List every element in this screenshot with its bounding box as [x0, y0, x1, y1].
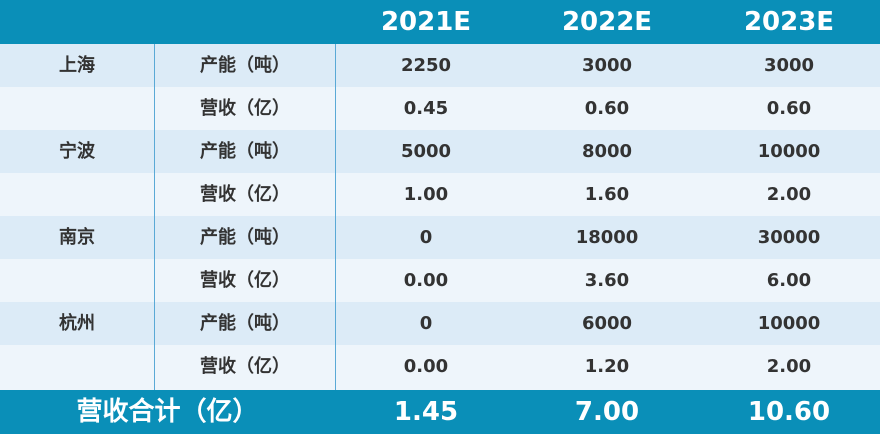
metric-cell: 营收（亿）: [200, 98, 290, 119]
value-cell: 3.60: [584, 270, 630, 291]
metric-cell: 营收（亿）: [200, 184, 290, 205]
city-cell: 杭州: [59, 313, 95, 334]
value-cell: 18000: [575, 227, 639, 248]
value-cell: 6.00: [766, 270, 812, 291]
value-cell: 8000: [581, 141, 633, 162]
metric-cell: 产能（吨）: [200, 227, 290, 248]
header-year-2021: 2021E: [380, 7, 472, 37]
table-row: 营收（亿） 0.45 0.60 0.60: [0, 87, 880, 130]
value-cell: 0: [419, 313, 433, 334]
value-cell: 6000: [581, 313, 633, 334]
table-row: 营收（亿） 0.00 1.20 2.00: [0, 345, 880, 390]
header-year-2023: 2023E: [743, 7, 835, 37]
value-cell: 10000: [757, 313, 821, 334]
metric-cell: 营收（亿）: [200, 270, 290, 291]
value-cell: 1.20: [584, 356, 630, 377]
value-cell: 0: [419, 227, 433, 248]
header-year-2022: 2022E: [561, 7, 653, 37]
table-footer: 营收合计（亿） 1.45 7.00 10.60: [0, 390, 880, 434]
value-cell: 5000: [400, 141, 452, 162]
value-cell: 3000: [763, 55, 815, 76]
value-cell: 3000: [581, 55, 633, 76]
value-cell: 0.60: [766, 98, 812, 119]
column-divider: [335, 44, 336, 390]
value-cell: 0.00: [403, 270, 449, 291]
city-cell: [0, 259, 154, 302]
city-cell: [0, 87, 154, 130]
value-cell: 30000: [757, 227, 821, 248]
table-row: 杭州 产能（吨） 0 6000 10000: [0, 302, 880, 345]
value-cell: 10000: [757, 141, 821, 162]
column-divider: [154, 44, 155, 390]
table-row: 宁波 产能（吨） 5000 8000 10000: [0, 130, 880, 173]
value-cell: 2.00: [766, 356, 812, 377]
total-value-2022: 7.00: [574, 397, 640, 427]
value-cell: 2250: [400, 55, 452, 76]
value-cell: 0.60: [584, 98, 630, 119]
table-row: 营收（亿） 1.00 1.60 2.00: [0, 173, 880, 216]
metric-cell: 产能（吨）: [200, 313, 290, 334]
city-cell: 宁波: [59, 141, 95, 162]
metric-cell: 营收（亿）: [200, 356, 290, 377]
city-cell: [0, 173, 154, 216]
value-cell: 1.00: [403, 184, 449, 205]
table-row: 营收（亿） 0.00 3.60 6.00: [0, 259, 880, 302]
table-header: 2021E 2022E 2023E: [0, 0, 880, 44]
metric-cell: 产能（吨）: [200, 141, 290, 162]
value-cell: 2.00: [766, 184, 812, 205]
city-cell: 上海: [59, 55, 95, 76]
metric-cell: 产能（吨）: [200, 55, 290, 76]
total-label: 营收合计（亿）: [76, 397, 259, 427]
table-row: 上海 产能（吨） 2250 3000 3000: [0, 44, 880, 87]
total-value-2021: 1.45: [393, 397, 459, 427]
value-cell: 0.00: [403, 356, 449, 377]
city-cell: 南京: [59, 227, 95, 248]
value-cell: 1.60: [584, 184, 630, 205]
city-cell: [0, 345, 154, 388]
total-value-2023: 10.60: [747, 397, 831, 427]
table-row: 南京 产能（吨） 0 18000 30000: [0, 216, 880, 259]
value-cell: 0.45: [403, 98, 449, 119]
